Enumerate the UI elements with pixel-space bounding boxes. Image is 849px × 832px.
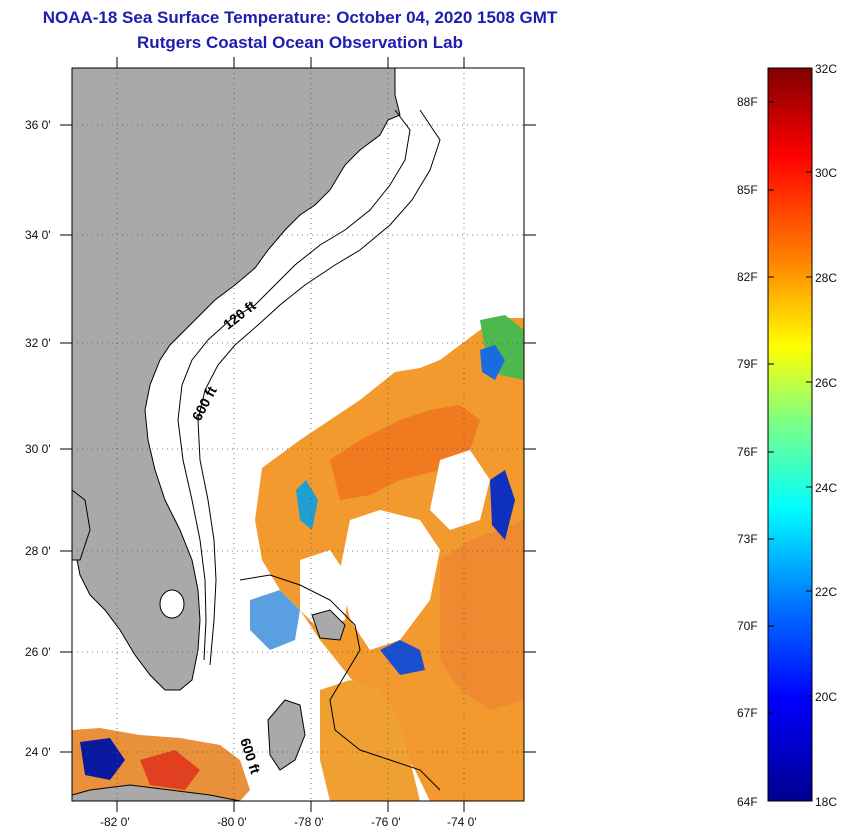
colorbar-celsius-label: 30C	[815, 166, 837, 180]
colorbar-celsius-label: 28C	[815, 271, 837, 285]
graticule	[72, 68, 524, 801]
longitude-labels: -82 0' -80 0' -78 0' -76 0' -74 0'	[100, 815, 477, 829]
colorbar-fahrenheit-label: 76F	[737, 445, 758, 459]
colorbar: 32C 30C 28C 26C 24C 22C 20C 18C 88F 85F …	[737, 62, 837, 809]
colorbar-fahrenheit-label: 67F	[737, 706, 758, 720]
lake-okeechobee	[159, 589, 185, 619]
contour-600ft	[197, 109, 441, 666]
map-title: NOAA-18 Sea Surface Temperature: October…	[42, 8, 558, 27]
lat-label: 28 0'	[25, 544, 51, 558]
lat-label: 26 0'	[25, 645, 51, 659]
contour-bahamas	[239, 574, 441, 791]
lat-label: 30 0'	[25, 442, 51, 456]
land-andros	[267, 699, 306, 771]
colorbar-fahrenheit-label: 70F	[737, 619, 758, 633]
land-gulf-coast	[72, 489, 91, 561]
colorbar-fahrenheit-label: 64F	[737, 795, 758, 809]
map-area	[72, 68, 524, 801]
lon-label: -76 0'	[371, 815, 401, 829]
map-frame	[71, 67, 525, 802]
colorbar-celsius-label: 20C	[815, 690, 837, 704]
lon-label: -78 0'	[294, 815, 324, 829]
land-cuba	[72, 784, 241, 801]
lon-label: -82 0'	[100, 815, 130, 829]
lat-label: 34 0'	[25, 228, 51, 242]
colorbar-fahrenheit-label: 73F	[737, 532, 758, 546]
lat-label: 24 0'	[25, 745, 51, 759]
colorbar-celsius-label: 26C	[815, 376, 837, 390]
lon-label: -80 0'	[217, 815, 247, 829]
colorbar-scale	[767, 67, 813, 802]
colorbar-fahrenheit-label: 79F	[737, 357, 758, 371]
colorbar-celsius-label: 22C	[815, 585, 837, 599]
colorbar-celsius-label: 32C	[815, 62, 837, 76]
map-subtitle: Rutgers Coastal Ocean Observation Lab	[137, 33, 463, 52]
contour-120ft	[177, 109, 411, 661]
colorbar-fahrenheit-label: 85F	[737, 183, 758, 197]
lat-label: 32 0'	[25, 336, 51, 350]
colorbar-fahrenheit-label: 88F	[737, 95, 758, 109]
colorbar-fahrenheit-label: 82F	[737, 270, 758, 284]
colorbar-celsius-label: 18C	[815, 795, 837, 809]
land-us-coast	[72, 68, 401, 691]
axis-ticks	[60, 57, 536, 812]
latitude-labels: 36 0' 34 0' 32 0' 30 0' 28 0' 26 0' 24 0…	[25, 118, 51, 759]
lon-label: -74 0'	[447, 815, 477, 829]
land-bahamas-north	[311, 609, 346, 641]
colorbar-celsius-label: 24C	[815, 481, 837, 495]
lat-label: 36 0'	[25, 118, 51, 132]
sst-data-layer	[72, 315, 524, 801]
